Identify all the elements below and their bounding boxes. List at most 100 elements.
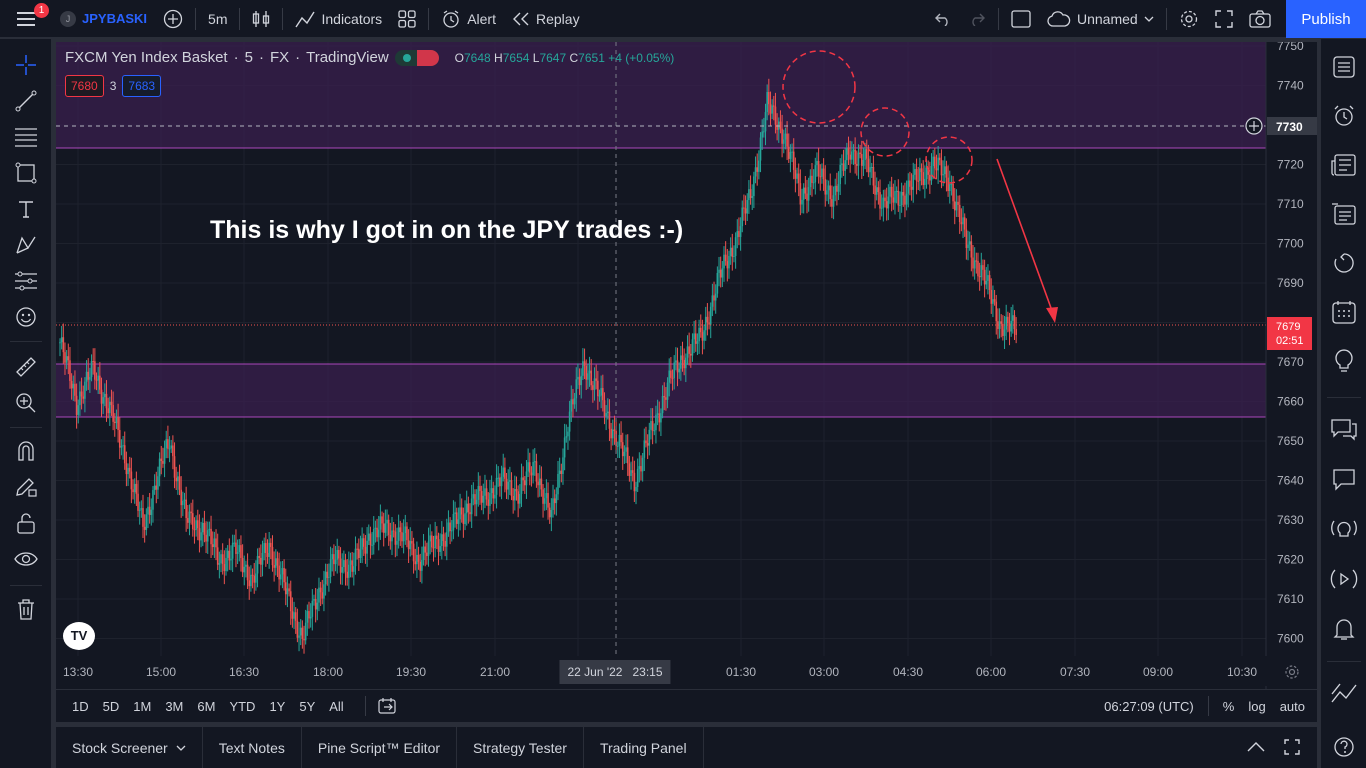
candle-body: [939, 157, 941, 161]
range-5d-button[interactable]: 5D: [102, 698, 120, 714]
candle-body: [827, 185, 830, 191]
range-1m-button[interactable]: 1M: [133, 698, 152, 714]
annotation-arrow-line[interactable]: [996, 158, 1056, 320]
price-tick: 7620: [1277, 553, 1304, 567]
candle-body: [155, 485, 158, 490]
templates-button[interactable]: [390, 0, 424, 38]
settings-button[interactable]: [1171, 0, 1207, 38]
candle-body: [442, 534, 445, 541]
chats-button[interactable]: [1321, 409, 1366, 449]
trend-line-tool[interactable]: [0, 83, 52, 119]
tab-trading-panel[interactable]: Trading Panel: [584, 727, 704, 768]
publish-button[interactable]: Publish: [1286, 0, 1366, 38]
price-tick: 7710: [1277, 197, 1304, 211]
tab-stock-screener[interactable]: Stock Screener: [56, 727, 203, 768]
annotation-circle-high-2[interactable]: [860, 107, 910, 157]
lock-drawings-tool[interactable]: [0, 505, 52, 541]
compare-button[interactable]: [155, 0, 191, 38]
log-scale-button[interactable]: log: [1248, 698, 1266, 714]
stay-in-drawing-mode-tool[interactable]: [0, 469, 52, 505]
data-window-button[interactable]: [1321, 145, 1366, 185]
percent-scale-button[interactable]: %: [1222, 698, 1235, 714]
measure-tool[interactable]: [0, 349, 52, 385]
market-closed-half: [416, 49, 439, 66]
annotation-circle-high-1[interactable]: [782, 50, 856, 124]
tab-pine-editor[interactable]: Pine Script™ Editor: [302, 727, 458, 768]
comments-button[interactable]: [1321, 459, 1366, 499]
prediction-tool[interactable]: [0, 263, 52, 299]
axis-settings-icon[interactable]: [1284, 664, 1300, 680]
main-menu-button[interactable]: 1: [0, 0, 52, 38]
replay-button[interactable]: Replay: [504, 0, 588, 38]
rectangle-tool[interactable]: [0, 155, 52, 191]
chart-pane[interactable]: 7750 7740 7730 7720 7710 7700 7690 7680 7670 7660…: [56, 42, 1317, 689]
buy-button[interactable]: 7683: [122, 75, 162, 97]
candle-body: [522, 477, 524, 481]
layout-select-button[interactable]: [1003, 0, 1039, 38]
crosshair-tool[interactable]: [0, 47, 52, 83]
sell-button[interactable]: 7680: [65, 75, 104, 97]
pine-signals-button[interactable]: [1321, 673, 1366, 713]
range-1y-button[interactable]: 1Y: [269, 698, 286, 714]
price-chart[interactable]: 7750 7740 7730 7720 7710 7700 7690 7680 7670 7660…: [56, 42, 1317, 689]
chart-type-button[interactable]: [244, 0, 278, 38]
snapshot-button[interactable]: [1241, 0, 1279, 38]
fib-tool[interactable]: [0, 119, 52, 155]
indicators-button[interactable]: Indicators: [287, 0, 390, 38]
crosshair-plus-button[interactable]: [1245, 117, 1263, 135]
text-tool[interactable]: [0, 191, 52, 227]
alerts-button[interactable]: [1321, 96, 1366, 136]
zoom-tool[interactable]: [0, 385, 52, 421]
tradingview-logo[interactable]: TV: [63, 622, 95, 650]
calendar-button[interactable]: [1321, 243, 1366, 283]
undo-button[interactable]: [926, 0, 960, 38]
icon-tool[interactable]: [0, 299, 52, 335]
candle-body: [374, 527, 377, 530]
demand-zone[interactable]: [56, 364, 1266, 417]
candle-body: [753, 176, 755, 197]
candle-body: [865, 149, 868, 159]
auto-scale-button[interactable]: auto: [1279, 698, 1305, 714]
fullscreen-button[interactable]: [1207, 0, 1241, 38]
time-axis[interactable]: 13:30 15:00 16:30 18:00 19:30 21:00 22 J…: [56, 656, 1317, 686]
hotlists-button[interactable]: [1321, 194, 1366, 234]
redo-button[interactable]: [960, 0, 994, 38]
range-1d-button[interactable]: 1D: [72, 698, 89, 714]
range-ytd-button[interactable]: YTD: [229, 698, 256, 714]
candle-body: [107, 408, 109, 414]
candle-body: [895, 190, 898, 192]
alert-button[interactable]: Alert: [433, 0, 504, 38]
range-3m-button[interactable]: 3M: [165, 698, 184, 714]
utc-clock[interactable]: 06:27:09 (UTC): [1104, 698, 1194, 714]
range-6m-button[interactable]: 6M: [197, 698, 216, 714]
save-layout-button[interactable]: Unnamed: [1039, 0, 1162, 38]
magnet-tool[interactable]: [0, 433, 52, 469]
remove-drawings-tool[interactable]: [0, 591, 52, 627]
chevron-up-icon[interactable]: [1247, 741, 1265, 753]
range-all-button[interactable]: All: [329, 698, 344, 714]
candle-body: [817, 160, 820, 177]
candle-body: [334, 559, 337, 565]
range-5y-button[interactable]: 5Y: [299, 698, 316, 714]
notifications-button[interactable]: [1321, 609, 1366, 649]
market-status-toggle[interactable]: [394, 49, 439, 66]
supply-zone[interactable]: [56, 42, 1266, 148]
economic-calendar-button[interactable]: [1321, 292, 1366, 332]
annotation-text[interactable]: This is why I got in on the JPY trades :…: [210, 216, 684, 244]
ideas-button[interactable]: [1321, 341, 1366, 381]
help-button[interactable]: [1321, 727, 1366, 767]
symbol-search-button[interactable]: J JPYBASKI: [52, 0, 155, 38]
tab-strategy-tester[interactable]: Strategy Tester: [457, 727, 584, 768]
divider: [364, 696, 366, 716]
broadcast-button[interactable]: [1321, 559, 1366, 599]
hide-drawings-tool[interactable]: [0, 541, 52, 577]
tab-text-notes[interactable]: Text Notes: [203, 727, 302, 768]
streams-button[interactable]: [1321, 509, 1366, 549]
watchlist-button[interactable]: [1321, 47, 1366, 87]
goto-date-icon[interactable]: [378, 697, 396, 715]
chart-legend[interactable]: FXCM Yen Index Basket · 5 · FX · Trading…: [65, 49, 674, 66]
pattern-tool[interactable]: [0, 227, 52, 263]
interval-button[interactable]: 5m: [208, 10, 228, 27]
maximize-panel-icon[interactable]: [1284, 739, 1300, 755]
annotation-circle-high-3[interactable]: [925, 136, 973, 184]
